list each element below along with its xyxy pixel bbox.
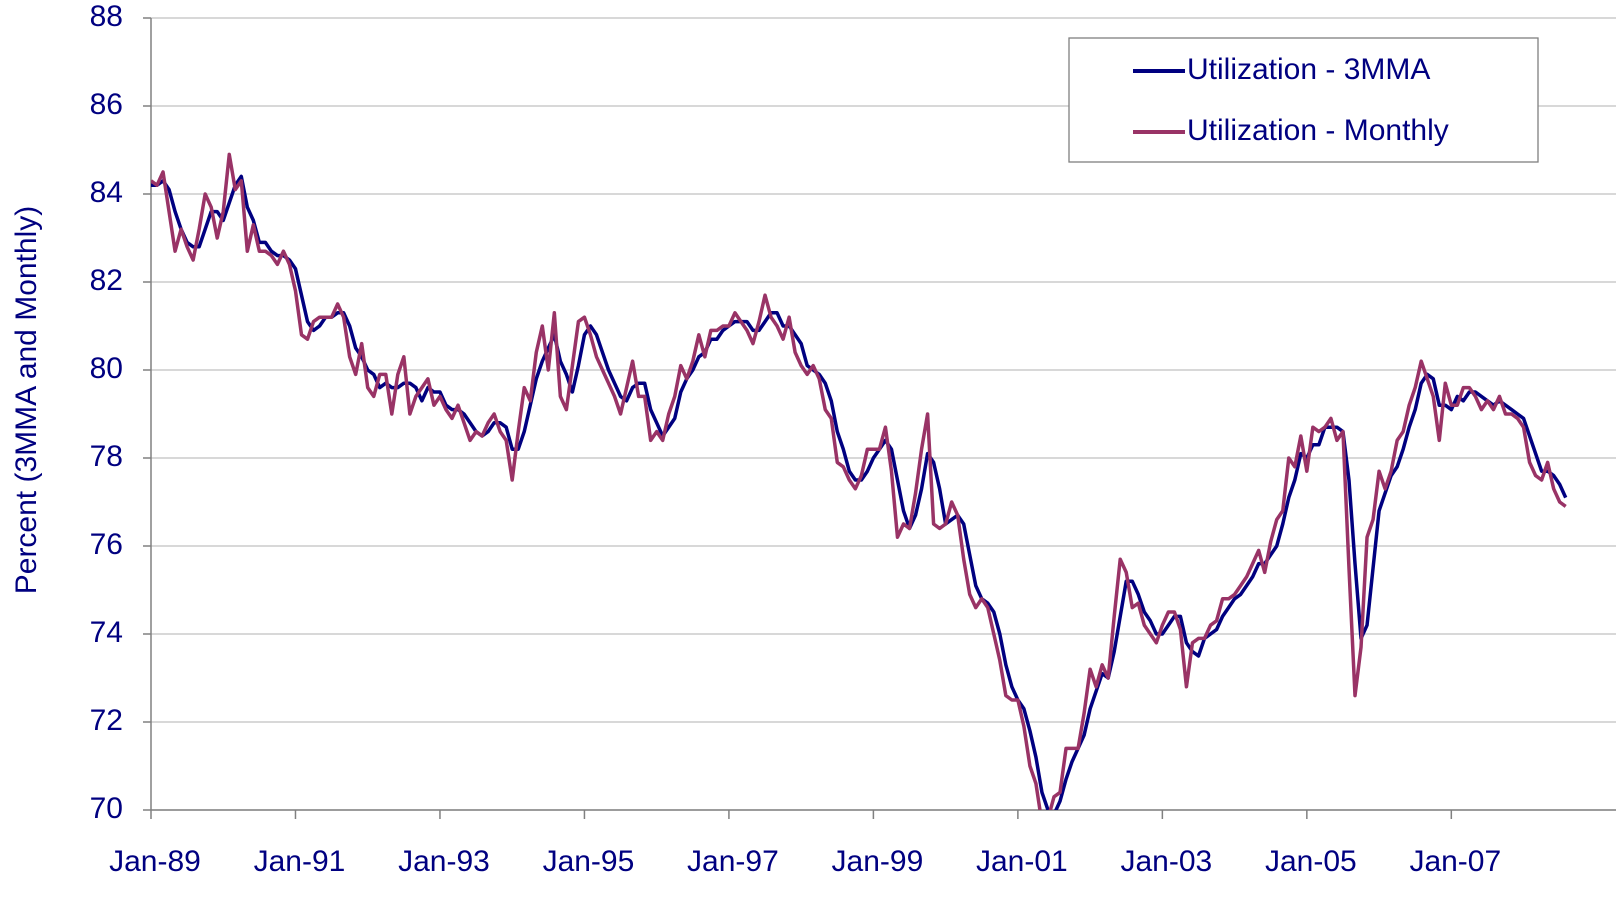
y-tick-label: 74: [90, 616, 123, 649]
x-tick-label: Jan-07: [1409, 845, 1501, 878]
y-tick-label: 80: [90, 352, 123, 385]
series-line: [151, 174, 1568, 810]
legend-label: Utilization - Monthly: [1187, 114, 1449, 147]
x-tick-label: Jan-99: [832, 845, 924, 878]
y-tick-label: 72: [90, 704, 123, 737]
y-tick-label: 78: [90, 440, 123, 473]
x-tick-label: Jan-93: [398, 845, 490, 878]
y-tick-label: 84: [90, 176, 123, 209]
y-tick-label: 88: [90, 0, 123, 33]
legend-box: [1068, 37, 1539, 163]
y-tick-label: 76: [90, 528, 123, 561]
x-tick-label: Jan-89: [109, 845, 201, 878]
y-tick-label: 86: [90, 88, 123, 121]
y-tick-label: 70: [90, 792, 123, 825]
x-tick-label: Jan-01: [976, 845, 1068, 878]
x-tick-label: Jan-97: [687, 845, 779, 878]
series-line: [151, 152, 1567, 810]
x-tick-label: Jan-03: [1120, 845, 1212, 878]
legend-label: Utilization - 3MMA: [1187, 53, 1430, 86]
y-tick-label: 82: [90, 264, 123, 297]
plot-area: [151, 152, 1568, 810]
x-tick-label: Jan-05: [1265, 845, 1357, 878]
x-tick-label: Jan-95: [543, 845, 635, 878]
x-tick-label: Jan-91: [254, 845, 346, 878]
y-axis-label: Percent (3MMA and Monthly): [10, 206, 43, 595]
